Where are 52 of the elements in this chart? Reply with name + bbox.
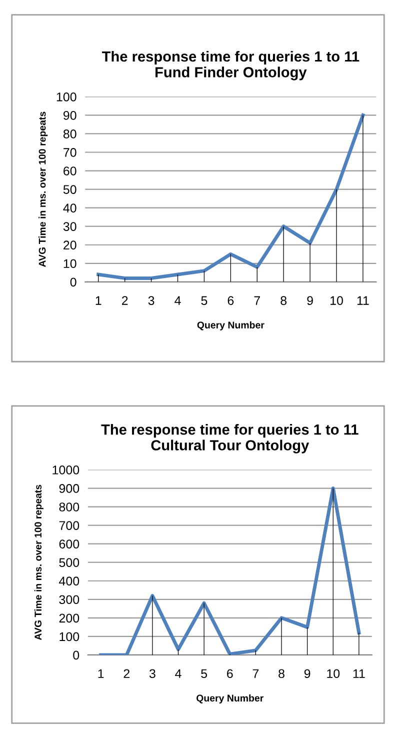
x-tick-label: 1 [96,296,102,305]
y-tick-label: 90 [63,111,76,120]
line-series [96,113,365,280]
x-axis-title: Query Number [197,321,264,330]
x-tick-label: 2 [122,296,128,305]
y-axis-title: AVG Time in ms. over 100 repeats [34,484,44,640]
x-tick-label: 3 [148,296,154,305]
y-tick-label: 60 [64,166,76,176]
x-tick-label: 4 [174,296,181,305]
x-tick-label: 6 [228,296,234,305]
y-tick-label: 10 [64,259,76,268]
x-tick-label: 7 [254,296,260,305]
line-series [99,486,361,655]
y-tick-label: 300 [59,595,80,604]
y-tick-label: 500 [59,558,80,568]
y-tick-label: 100 [60,632,80,642]
x-tick-label: 11 [357,296,369,305]
x-tick-label: 3 [149,669,156,678]
y-tick-label: 200 [59,614,80,623]
x-tick-label: 1 [98,669,104,678]
y-tick-label: 50 [63,185,76,194]
y-tick-label: 20 [64,240,76,250]
y-tick-label: 600 [59,540,80,548]
x-tick-label: 9 [307,296,313,305]
y-tick-label: 100 [56,92,76,102]
y-tick-label: 1000 [52,466,80,474]
y-tick-label: 30 [63,222,76,231]
x-tick-label: 4 [175,669,182,678]
x-tick-label: 9 [304,669,310,678]
x-tick-label: 2 [124,669,130,678]
chart-title: The response time for queries 1 to 11 Cultural Tour Ontology [101,424,358,454]
y-tick-label: 800 [59,502,80,512]
y-tick-label: 40 [63,204,76,212]
x-tick-label: 10 [327,669,340,678]
y-tick-label: 0 [73,650,80,660]
y-tick-label: 700 [59,521,80,530]
x-tick-label: 8 [278,669,284,678]
y-tick-label: 900 [59,484,80,493]
x-tick-label: 6 [227,669,233,678]
x-tick-label: 11 [353,669,365,678]
y-axis-title: AVG Time in ms. over 100 repeats [38,112,48,267]
y-tick-label: 80 [63,130,76,138]
x-axis-title: Query Number [196,694,264,704]
y-tick-label: 400 [59,576,80,586]
x-tick-label: 7 [252,669,259,678]
x-tick-label: 5 [201,669,208,678]
x-tick-label: 5 [201,296,208,305]
x-tick-label: 10 [330,296,343,305]
y-tick-label: 70 [64,148,76,157]
chart-title: The response time for queries 1 to 11 Fund Finder Ontology [102,50,360,80]
x-tick-label: 8 [280,296,287,305]
y-tick-label: 0 [70,278,76,287]
